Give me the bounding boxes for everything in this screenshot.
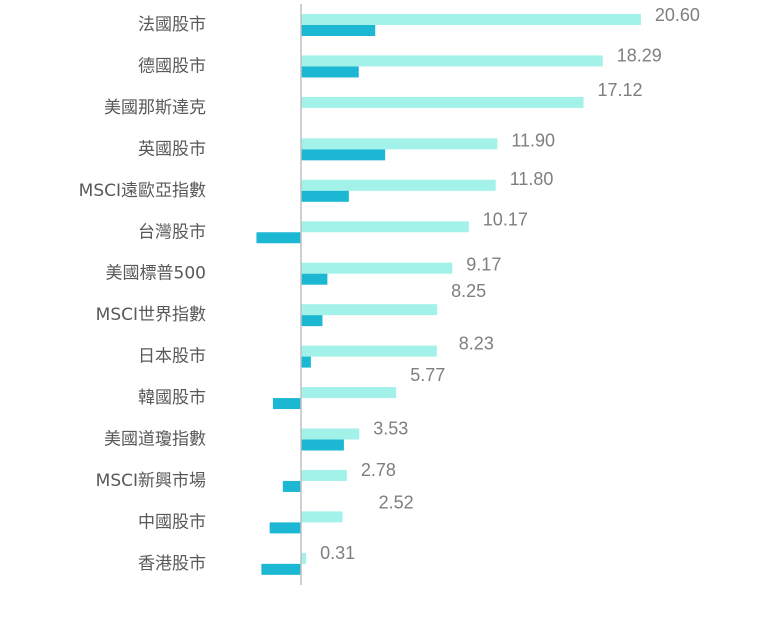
bars-group (256, 14, 641, 575)
value-label-5: 10.17 (483, 209, 528, 229)
value-label-7: 8.25 (451, 281, 486, 301)
value-label-2: 17.12 (597, 80, 642, 100)
category-label-13: 香港股市 (138, 554, 206, 574)
value-label-3: 11.90 (511, 130, 555, 150)
bar-series2-12 (269, 522, 301, 534)
value-label-6: 9.17 (466, 255, 501, 275)
category-label-3: 英國股市 (138, 139, 206, 159)
bar-series1-2 (301, 96, 584, 108)
bar-series1-0 (301, 14, 641, 25)
category-label-9: 韓國股市 (138, 388, 206, 408)
bar-series2-3 (301, 149, 386, 161)
value-label-9: 5.77 (410, 365, 445, 385)
value-label-4: 11.80 (510, 169, 554, 189)
category-label-5: 台灣股市 (138, 222, 206, 242)
value-label-11: 2.78 (361, 460, 396, 480)
value-label-12: 2.52 (379, 492, 414, 512)
category-label-2: 美國那斯達克 (104, 98, 206, 118)
category-label-6: 美國標普500 (106, 264, 206, 284)
value-label-1: 18.29 (617, 45, 662, 65)
bar-series2-6 (301, 273, 328, 285)
bar-series2-5 (256, 232, 301, 244)
bar-series1-6 (301, 262, 453, 274)
bar-series1-7 (301, 304, 438, 316)
value-label-13: 0.31 (320, 543, 355, 563)
bar-series1-5 (301, 221, 469, 233)
bar-series1-10 (301, 428, 360, 440)
category-label-4: MSCI遠歐亞指數 (79, 181, 206, 201)
category-label-8: 日本股市 (138, 347, 206, 367)
bar-series2-4 (301, 190, 349, 202)
bar-series2-1 (301, 66, 359, 78)
value-label-0: 20.60 (655, 5, 700, 25)
bar-series1-12 (301, 511, 343, 523)
bar-series2-0 (301, 25, 376, 36)
bar-series1-4 (301, 179, 496, 191)
bar-series1-13 (301, 552, 307, 564)
category-label-0: 法國股市 (138, 15, 206, 35)
bar-series2-8 (301, 356, 311, 368)
bar-series1-9 (301, 387, 397, 399)
bar-series1-1 (301, 55, 603, 67)
category-label-10: 美國道瓊指數 (104, 430, 206, 450)
bar-series2-13 (261, 563, 301, 575)
category-label-7: MSCI世界指數 (96, 305, 206, 325)
bar-series2-9 (272, 398, 301, 410)
category-label-12: 中國股市 (138, 512, 206, 532)
category-label-1: 德國股市 (138, 56, 206, 76)
bar-series2-7 (301, 315, 323, 327)
bar-series1-3 (301, 138, 498, 150)
bar-series2-11 (282, 480, 301, 492)
bar-series1-11 (301, 469, 347, 481)
category-label-11: MSCI新興市場 (96, 471, 206, 491)
value-label-8: 8.23 (459, 334, 494, 354)
value-labels: 20.60 18.29 17.12 11.90 11.80 10.17 9.17 8.25 8.… (320, 5, 700, 563)
bar-series1-8 (301, 345, 437, 357)
bar-series2-10 (301, 439, 344, 451)
value-label-10: 3.53 (373, 419, 408, 439)
